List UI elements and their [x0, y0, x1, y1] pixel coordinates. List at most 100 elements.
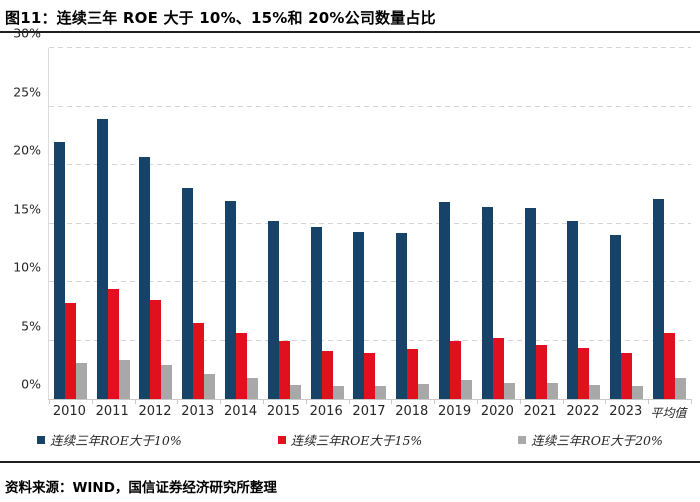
y-tick-label: 25%: [13, 84, 41, 99]
bar: [589, 384, 601, 399]
bar: [632, 386, 644, 399]
legend-label: 连续三年ROE大于20%: [531, 433, 663, 448]
x-category-label: 2022: [566, 404, 600, 419]
gridline: [49, 222, 691, 224]
bar: [278, 340, 290, 399]
bar-group-2013: [177, 48, 220, 399]
footer-divider: [0, 461, 700, 463]
legend: 连续三年ROE大于10% 连续三年ROE大于15% 连续三年ROE大于20%: [0, 430, 700, 449]
y-tick-label: 10%: [13, 259, 41, 275]
bar-group-2021: [520, 48, 563, 399]
bar: [375, 386, 387, 399]
legend-swatch-icon: [277, 435, 286, 444]
x-category-label: 2020: [480, 404, 514, 419]
bar: [204, 374, 216, 399]
x-tick-mark: [691, 399, 692, 404]
legend-item: 连续三年ROE大于10%: [37, 430, 182, 449]
bar-group-2011: [92, 48, 135, 399]
x-tick-mark: [263, 399, 264, 404]
y-tick-label: 0%: [21, 376, 41, 392]
bar: [535, 345, 547, 399]
bar: [247, 377, 259, 399]
legend-label: 连续三年ROE大于15%: [290, 433, 423, 448]
gridline: [49, 281, 691, 282]
bar: [450, 340, 462, 399]
x-tick-mark: [519, 399, 521, 404]
legend-item: 连续三年ROE大于15%: [277, 430, 423, 449]
x-tick-mark: [562, 399, 564, 404]
gridline: [49, 339, 691, 341]
x-tick-mark: [605, 399, 607, 404]
x-tick-mark: [220, 399, 222, 404]
bar: [53, 141, 65, 399]
bar: [567, 221, 579, 399]
x-category-label: 2015: [266, 404, 300, 419]
bar: [96, 119, 108, 399]
bar: [407, 348, 419, 399]
y-tick-label: 30%: [13, 25, 41, 41]
bar: [139, 156, 151, 399]
bar: [439, 202, 451, 399]
bar: [578, 347, 590, 399]
bar: [364, 353, 376, 399]
bar: [546, 382, 558, 399]
gridline: [49, 105, 691, 107]
bar: [310, 227, 322, 399]
x-axis-category-labels: 2010 2011 2012 2013 2014 2015 2016 2017 2018 2019…: [48, 404, 690, 421]
bar-group-2023: [605, 48, 648, 399]
bar: [64, 303, 76, 399]
bar: [225, 201, 237, 399]
bar: [182, 188, 194, 399]
bar: [492, 338, 504, 399]
bar: [621, 353, 633, 399]
x-category-label: 2014: [224, 404, 258, 419]
bar: [461, 380, 473, 399]
x-tick-mark: [348, 399, 350, 404]
bar: [118, 360, 130, 399]
legend-swatch-icon: [518, 435, 527, 444]
bar: [353, 231, 365, 399]
x-tick-mark: [134, 399, 136, 404]
x-tick-mark: [391, 399, 393, 404]
bar-group-2018: [391, 48, 434, 399]
x-category-label: 2017: [352, 404, 386, 419]
bar: [664, 333, 676, 399]
chart-title: 图11：连续三年 ROE 大于 10%、15%和 20%公司数量占比: [5, 9, 436, 27]
bar: [481, 207, 493, 399]
bar-group-2020: [477, 48, 520, 399]
bar-group-2017: [349, 48, 392, 399]
bar-group-2015: [263, 48, 306, 399]
x-tick-mark: [91, 399, 93, 404]
source-note: 资料来源：WIND，国信证券经济研究所整理: [5, 480, 277, 496]
bar: [610, 235, 622, 399]
x-tick-mark: [477, 399, 478, 404]
bar-groups: [49, 48, 691, 399]
plot-area: [48, 47, 692, 404]
bar: [503, 382, 515, 399]
x-tick-mark: [49, 399, 50, 404]
legend-item: 连续三年ROE大于20%: [518, 430, 663, 449]
x-axis-ticks: [49, 399, 692, 404]
x-axis-line: [48, 399, 691, 400]
x-category-label: 2023: [609, 404, 643, 419]
bar-group-平均值: [648, 48, 691, 399]
y-tick-label: 20%: [13, 142, 41, 158]
x-category-label: 2012: [138, 404, 172, 419]
bar: [289, 384, 301, 399]
legend-label: 连续三年ROE大于10%: [50, 433, 182, 448]
bar: [396, 232, 408, 399]
bar-group-2016: [306, 48, 349, 399]
legend-swatch-icon: [37, 435, 46, 444]
bar-group-2019: [434, 48, 477, 399]
y-tick-label: 5%: [21, 318, 41, 333]
bar: [193, 322, 205, 399]
x-category-label: 2013: [181, 404, 215, 419]
bar-group-2012: [135, 48, 178, 399]
bar: [675, 377, 687, 399]
bar: [524, 208, 536, 399]
x-category-label: 2018: [395, 404, 429, 419]
y-tick-label: 15%: [13, 201, 41, 216]
x-category-label: 2019: [438, 404, 472, 419]
gridline: [49, 47, 691, 48]
